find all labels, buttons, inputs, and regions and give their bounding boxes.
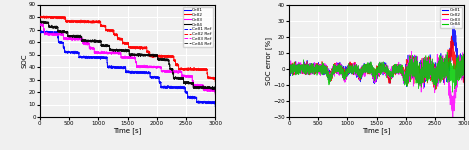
X-axis label: Time [s]: Time [s] <box>113 128 142 134</box>
Y-axis label: SOC: SOC <box>21 54 27 68</box>
Legend: Cell1, Cell2, Cell3, Cell4: Cell1, Cell2, Cell3, Cell4 <box>440 7 462 28</box>
Y-axis label: SOC error [%]: SOC error [%] <box>265 37 272 85</box>
Legend: Cell1, Cell2, Cell3, Cell4, Cell1 Ref, Cell2 Ref, Cell3 Ref, Cell4 Ref: Cell1, Cell2, Cell3, Cell4, Cell1 Ref, C… <box>183 7 213 47</box>
X-axis label: Time [s]: Time [s] <box>363 128 391 134</box>
